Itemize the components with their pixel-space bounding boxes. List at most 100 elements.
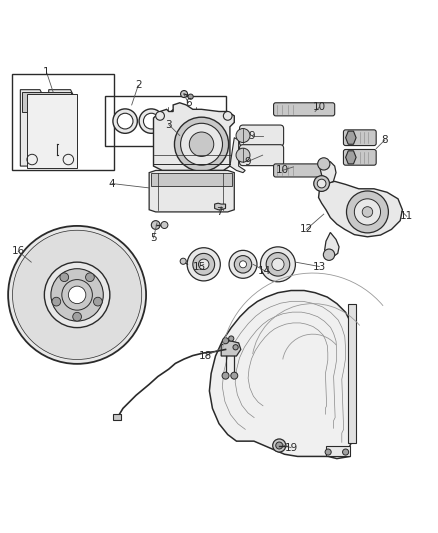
FancyBboxPatch shape <box>343 149 376 165</box>
Text: 19: 19 <box>284 443 298 453</box>
Circle shape <box>52 297 61 306</box>
Circle shape <box>223 111 232 120</box>
Bar <box>113 414 121 420</box>
Polygon shape <box>209 290 354 458</box>
Polygon shape <box>221 341 241 356</box>
Bar <box>12 75 114 171</box>
Polygon shape <box>230 138 245 173</box>
Text: 13: 13 <box>313 262 326 271</box>
Text: 9: 9 <box>244 157 251 167</box>
Circle shape <box>151 221 160 229</box>
Circle shape <box>234 256 252 273</box>
FancyBboxPatch shape <box>274 103 335 116</box>
Circle shape <box>362 207 373 217</box>
Text: 5: 5 <box>150 233 157 243</box>
Circle shape <box>139 109 163 133</box>
Circle shape <box>113 109 138 133</box>
Circle shape <box>44 262 110 328</box>
Circle shape <box>188 94 193 99</box>
Circle shape <box>172 111 191 131</box>
Circle shape <box>85 273 94 281</box>
Bar <box>348 304 356 443</box>
Circle shape <box>346 191 389 233</box>
Circle shape <box>12 230 142 359</box>
Polygon shape <box>346 151 356 164</box>
Circle shape <box>323 249 335 261</box>
Text: 11: 11 <box>400 211 413 221</box>
Circle shape <box>223 338 229 344</box>
Circle shape <box>343 449 349 455</box>
Polygon shape <box>325 232 339 256</box>
Circle shape <box>266 253 290 276</box>
Text: 18: 18 <box>199 351 212 361</box>
Circle shape <box>68 286 86 304</box>
Circle shape <box>240 261 247 268</box>
Circle shape <box>180 258 186 264</box>
Circle shape <box>325 449 331 455</box>
Text: 4: 4 <box>109 179 115 189</box>
Circle shape <box>193 253 215 275</box>
Circle shape <box>261 247 295 282</box>
Text: 1: 1 <box>43 67 50 77</box>
Circle shape <box>93 297 102 306</box>
Polygon shape <box>319 161 336 184</box>
Circle shape <box>187 248 220 281</box>
Text: 3: 3 <box>166 119 172 130</box>
Circle shape <box>60 273 69 281</box>
Polygon shape <box>21 92 71 111</box>
Circle shape <box>144 113 159 129</box>
Circle shape <box>276 442 283 449</box>
Circle shape <box>354 199 381 225</box>
Circle shape <box>155 111 164 120</box>
Polygon shape <box>318 181 403 237</box>
FancyBboxPatch shape <box>343 130 376 146</box>
Text: 10: 10 <box>313 102 326 112</box>
Circle shape <box>229 336 234 341</box>
Text: 7: 7 <box>215 207 223 217</box>
Circle shape <box>236 148 250 162</box>
Text: 9: 9 <box>248 131 255 141</box>
FancyBboxPatch shape <box>240 144 284 166</box>
Circle shape <box>180 123 223 165</box>
Text: 14: 14 <box>258 266 272 276</box>
Circle shape <box>222 372 229 379</box>
Circle shape <box>180 91 187 98</box>
FancyBboxPatch shape <box>240 125 284 146</box>
Text: 2: 2 <box>135 80 141 90</box>
Polygon shape <box>215 203 226 210</box>
Bar <box>106 96 226 147</box>
Circle shape <box>273 439 286 452</box>
Circle shape <box>161 222 168 229</box>
Polygon shape <box>20 90 73 166</box>
Text: 10: 10 <box>276 165 289 175</box>
Circle shape <box>236 128 250 142</box>
Circle shape <box>272 258 284 270</box>
Polygon shape <box>346 131 356 144</box>
Text: 12: 12 <box>300 224 313 235</box>
Circle shape <box>229 251 257 278</box>
Circle shape <box>8 226 146 364</box>
Circle shape <box>62 280 92 310</box>
Text: 6: 6 <box>185 98 192 108</box>
FancyBboxPatch shape <box>274 164 321 177</box>
Circle shape <box>314 176 329 191</box>
Polygon shape <box>153 103 234 171</box>
Circle shape <box>189 132 214 157</box>
Polygon shape <box>27 94 77 168</box>
Polygon shape <box>151 173 232 185</box>
Circle shape <box>318 158 330 170</box>
Circle shape <box>73 312 81 321</box>
Circle shape <box>317 179 326 188</box>
Circle shape <box>233 345 238 350</box>
Circle shape <box>167 107 196 135</box>
Circle shape <box>231 372 238 379</box>
Bar <box>326 446 350 456</box>
Text: 15: 15 <box>193 262 206 271</box>
Circle shape <box>174 117 229 171</box>
Circle shape <box>51 269 103 321</box>
Polygon shape <box>149 171 234 212</box>
Circle shape <box>198 259 209 270</box>
Text: 8: 8 <box>381 135 388 145</box>
Circle shape <box>117 113 133 129</box>
Text: 16: 16 <box>11 246 25 256</box>
